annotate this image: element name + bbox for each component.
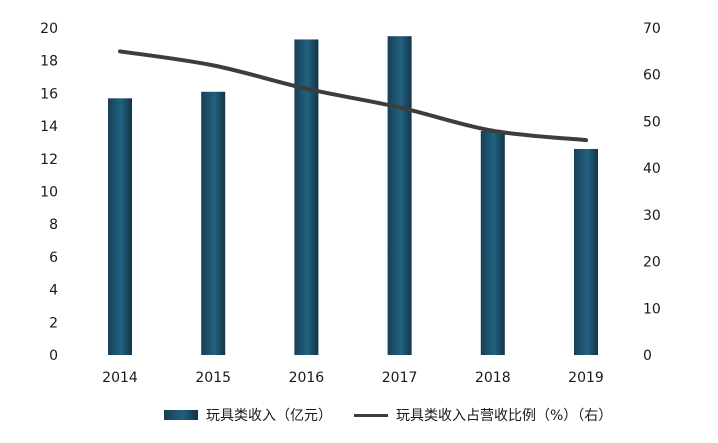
legend-item-bar: 玩具类收入（亿元） bbox=[164, 405, 332, 425]
right-tick-label: 30 bbox=[643, 208, 661, 224]
right-tick-label: 10 bbox=[643, 301, 661, 317]
left-tick-label: 0 bbox=[49, 348, 58, 364]
left-tick-label: 4 bbox=[49, 283, 58, 299]
ratio-line bbox=[118, 49, 588, 143]
right-tick-label: 20 bbox=[643, 255, 661, 271]
left-tick-label: 20 bbox=[40, 21, 58, 37]
bar-2018 bbox=[480, 131, 505, 355]
right-tick-label: 50 bbox=[643, 114, 661, 130]
x-tick-label: 2017 bbox=[382, 370, 418, 386]
x-tick-label: 2014 bbox=[102, 370, 138, 386]
bar-2017 bbox=[387, 36, 412, 356]
left-tick-label: 14 bbox=[40, 119, 58, 135]
legend-bar-swatch bbox=[164, 410, 198, 420]
bar-2019 bbox=[574, 148, 598, 355]
x-tick-label: 2015 bbox=[195, 370, 231, 386]
right-tick-label: 70 bbox=[643, 21, 661, 37]
legend-bar-label: 玩具类收入（亿元） bbox=[206, 408, 332, 424]
line-series bbox=[118, 49, 588, 143]
right-tick-label: 0 bbox=[643, 348, 652, 364]
left-axis-ticks: 0 2 4 6 8 10 12 14 16 18 20 bbox=[40, 21, 58, 364]
legend-item-line: 玩具类收入占营收比例（%）（右） bbox=[354, 405, 612, 425]
bar-2015 bbox=[201, 91, 226, 355]
x-tick-label: 2019 bbox=[568, 370, 604, 386]
left-tick-label: 10 bbox=[40, 185, 58, 201]
left-tick-label: 6 bbox=[49, 250, 58, 266]
legend-line-label: 玩具类收入占营收比例（%）（右） bbox=[396, 408, 613, 424]
right-axis-ticks: 0 10 20 30 40 50 60 70 bbox=[643, 21, 661, 364]
left-tick-label: 12 bbox=[40, 152, 58, 168]
legend-line-swatch bbox=[354, 413, 388, 417]
left-tick-label: 18 bbox=[40, 54, 58, 70]
legend: 玩具类收入（亿元） 玩具类收入占营收比例（%）（右） bbox=[164, 404, 634, 426]
bar-series bbox=[108, 36, 598, 356]
left-tick-label: 16 bbox=[40, 86, 58, 102]
x-axis-ticks: 2014 2015 2016 2017 2018 2019 bbox=[102, 370, 604, 386]
right-tick-label: 40 bbox=[643, 161, 661, 177]
left-tick-label: 8 bbox=[49, 217, 58, 233]
x-tick-label: 2016 bbox=[289, 370, 325, 386]
left-tick-label: 2 bbox=[49, 315, 58, 331]
right-tick-label: 60 bbox=[643, 68, 661, 84]
bar-2014 bbox=[108, 98, 132, 356]
x-tick-label: 2018 bbox=[475, 370, 511, 386]
